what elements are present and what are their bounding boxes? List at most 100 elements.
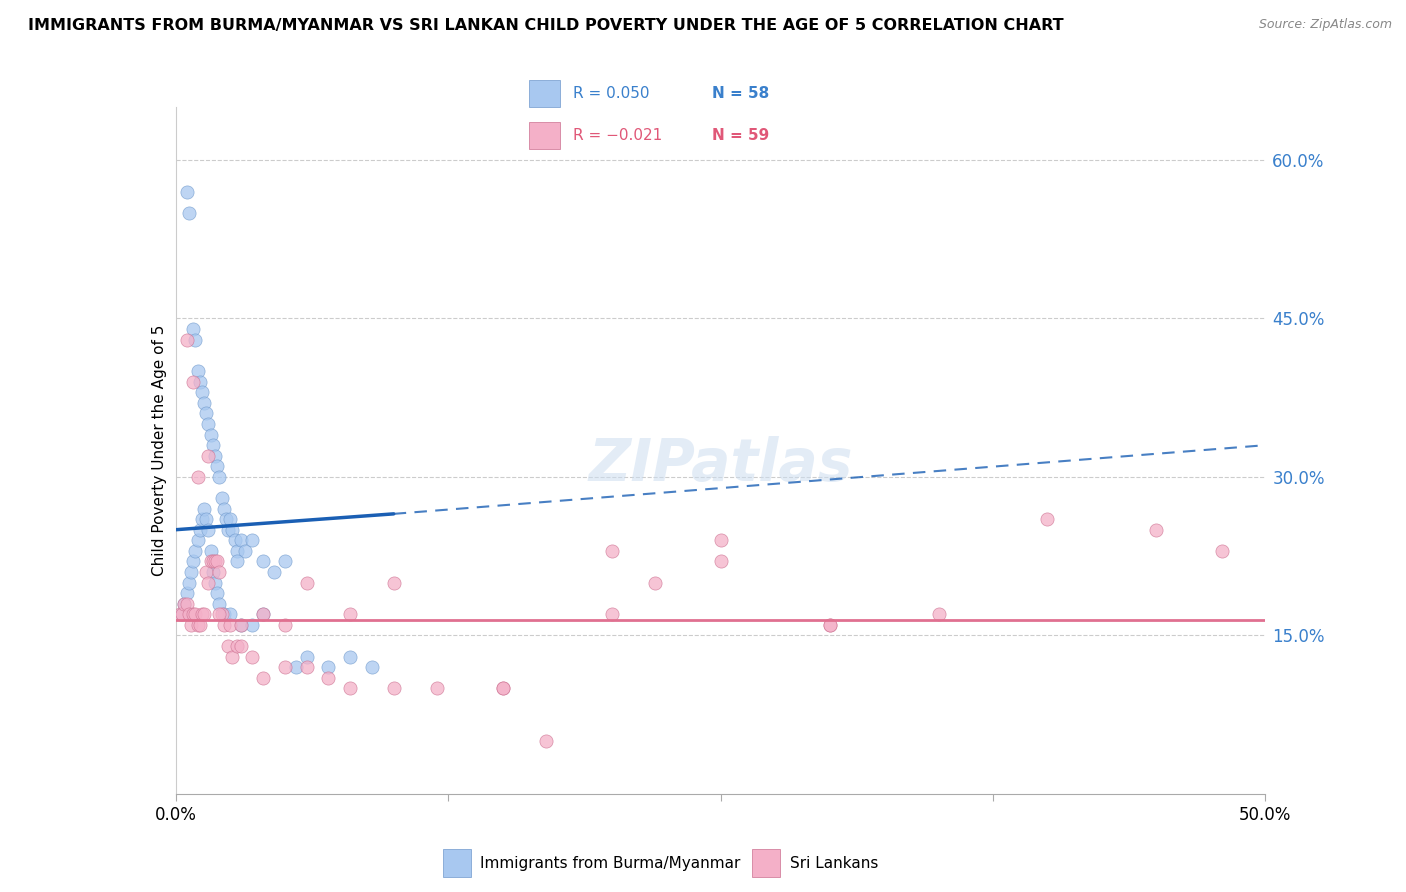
Point xyxy=(173,597,195,611)
Point xyxy=(176,597,198,611)
FancyBboxPatch shape xyxy=(443,849,471,877)
Point xyxy=(173,597,195,611)
Point xyxy=(217,639,239,653)
Point xyxy=(217,523,239,537)
Point xyxy=(191,607,214,622)
Point xyxy=(184,333,207,347)
Point xyxy=(181,554,204,568)
Point xyxy=(195,565,218,579)
Point xyxy=(235,544,257,558)
Point xyxy=(231,639,253,653)
Point xyxy=(188,617,211,632)
Point xyxy=(928,607,950,622)
Point xyxy=(177,607,200,622)
Point xyxy=(208,607,231,622)
Point xyxy=(225,544,247,558)
Point xyxy=(184,607,207,622)
Point xyxy=(219,607,242,622)
Point xyxy=(197,417,219,431)
Point xyxy=(180,617,202,632)
Point xyxy=(197,523,219,537)
Point xyxy=(204,554,226,568)
Point xyxy=(240,649,263,664)
Point xyxy=(184,544,207,558)
Point xyxy=(361,660,384,674)
Point xyxy=(193,396,215,410)
Text: N = 59: N = 59 xyxy=(711,128,769,144)
Point xyxy=(201,554,224,568)
Point xyxy=(191,512,214,526)
Point xyxy=(215,512,238,526)
Point xyxy=(188,523,211,537)
Point xyxy=(197,449,219,463)
Point xyxy=(176,586,198,600)
Point xyxy=(224,533,246,548)
Point xyxy=(176,185,198,199)
Point xyxy=(492,681,515,696)
Point xyxy=(219,617,242,632)
Point xyxy=(188,375,211,389)
Point xyxy=(212,607,235,622)
Point xyxy=(600,544,623,558)
Point xyxy=(200,544,222,558)
Point xyxy=(426,681,449,696)
Text: ZIPatlas: ZIPatlas xyxy=(588,435,853,492)
Point xyxy=(339,649,361,664)
Point xyxy=(274,617,297,632)
Point xyxy=(208,565,231,579)
Point xyxy=(1036,512,1059,526)
Point xyxy=(295,660,318,674)
Point xyxy=(191,385,214,400)
Point xyxy=(205,554,228,568)
Point xyxy=(644,575,666,590)
Text: Source: ZipAtlas.com: Source: ZipAtlas.com xyxy=(1258,18,1392,31)
Point xyxy=(221,649,243,664)
Point xyxy=(382,681,405,696)
Point xyxy=(172,607,194,622)
Point xyxy=(181,607,204,622)
Point xyxy=(212,501,235,516)
Point xyxy=(295,575,318,590)
Point xyxy=(225,639,247,653)
Point xyxy=(208,597,231,611)
Point xyxy=(193,607,215,622)
Point xyxy=(186,364,209,378)
Point xyxy=(211,607,233,622)
Point xyxy=(318,671,340,685)
Point xyxy=(252,607,274,622)
Point xyxy=(225,554,247,568)
Text: Sri Lankans: Sri Lankans xyxy=(790,855,877,871)
Point xyxy=(200,554,222,568)
Point xyxy=(193,501,215,516)
Point xyxy=(181,375,204,389)
Point xyxy=(197,575,219,590)
Text: N = 58: N = 58 xyxy=(711,86,769,101)
Point xyxy=(208,470,231,484)
Point xyxy=(339,607,361,622)
Point xyxy=(169,607,191,622)
FancyBboxPatch shape xyxy=(530,122,561,149)
Point xyxy=(818,617,841,632)
Point xyxy=(295,649,318,664)
Point xyxy=(211,491,233,505)
Point xyxy=(318,660,340,674)
Point xyxy=(212,617,235,632)
Point xyxy=(205,586,228,600)
Text: IMMIGRANTS FROM BURMA/MYANMAR VS SRI LANKAN CHILD POVERTY UNDER THE AGE OF 5 COR: IMMIGRANTS FROM BURMA/MYANMAR VS SRI LAN… xyxy=(28,18,1064,33)
Text: R = −0.021: R = −0.021 xyxy=(572,128,662,144)
Point xyxy=(181,322,204,336)
Point xyxy=(219,512,242,526)
Point xyxy=(177,205,200,219)
Point xyxy=(274,554,297,568)
Point xyxy=(492,681,515,696)
Point xyxy=(180,565,202,579)
Point xyxy=(1146,523,1168,537)
Point xyxy=(204,449,226,463)
Point xyxy=(252,607,274,622)
Point xyxy=(201,438,224,452)
Point xyxy=(231,617,253,632)
Point xyxy=(186,617,209,632)
Point xyxy=(240,617,263,632)
Point xyxy=(252,554,274,568)
Point xyxy=(204,575,226,590)
